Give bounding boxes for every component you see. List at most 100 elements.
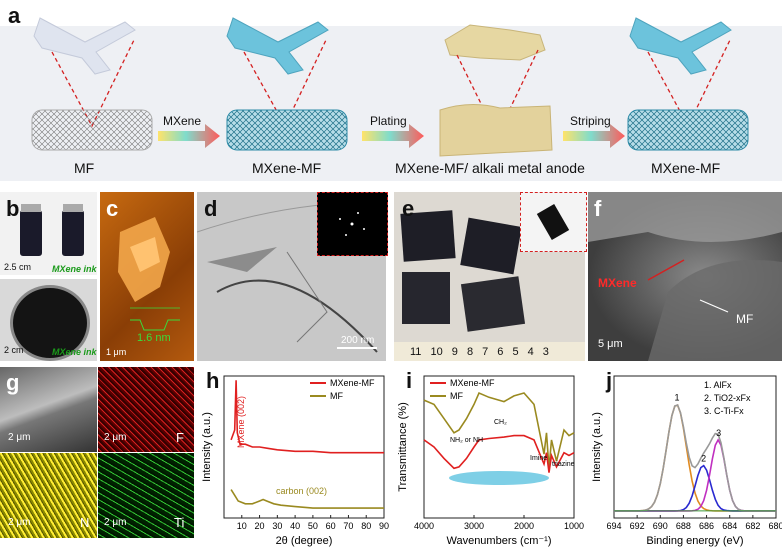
label-j: j — [606, 368, 613, 393]
x-tick-label: 1000 — [564, 521, 584, 531]
legend-item: 3. C-Ti-Fx — [704, 406, 744, 416]
stage-label-4: MXene-MF — [651, 160, 721, 176]
chart-h: 10 20 30 40 50 60 70 80 90 2θ (degree) Intensity (… — [201, 375, 389, 547]
x-tick-label: 686 — [699, 521, 714, 531]
tripod-4 — [629, 17, 732, 75]
chart-i: 4000 3000 2000 1000 Wavenumbers (cm⁻¹) Transm… — [397, 375, 584, 547]
series-mf — [230, 489, 384, 509]
peak-fit-1 — [614, 404, 776, 512]
legend-mxene-mf: MXene-MF — [330, 378, 375, 388]
y-axis-label: Intensity (a.u.) — [201, 412, 213, 482]
peak-label: 2 — [701, 453, 706, 463]
peak-label: 1 — [674, 392, 679, 402]
g-scale-3: 2 μm — [8, 517, 31, 528]
panel-b-top — [0, 192, 97, 275]
y-axis-label: Intensity (a.u.) — [591, 412, 603, 482]
e-ruler: 11 10 9 8 7 6 5 4 3 — [410, 346, 549, 358]
arrow-label-2: Plating — [370, 114, 407, 128]
tripod-1 — [33, 17, 136, 75]
x-tick-label: 60 — [326, 521, 336, 531]
legend-mf: MF — [450, 391, 463, 401]
x-tick-label: 90 — [379, 521, 389, 531]
chart-j: 694 692 690 688 686 684 682 680 Binding energy (… — [591, 375, 782, 547]
label-e: e — [402, 196, 415, 221]
label-b: b — [6, 196, 20, 221]
x-tick-label: 688 — [676, 521, 691, 531]
foam-anode — [439, 104, 553, 157]
x-tick-label: 680 — [768, 521, 782, 531]
g-map-f — [98, 367, 194, 452]
x-tick-label: 690 — [653, 521, 668, 531]
label-f: f — [594, 196, 602, 221]
series-mf — [423, 391, 575, 469]
x-axis-label: Wavenumbers (cm⁻¹) — [446, 535, 551, 547]
label-h: h — [206, 368, 220, 393]
f-mf: MF — [736, 312, 754, 326]
g-element-f: F — [176, 430, 184, 445]
annotation-imine: Imine — [530, 455, 547, 462]
x-tick-label: 30 — [272, 521, 282, 531]
label-a: a — [8, 3, 21, 28]
label-i: i — [406, 368, 413, 393]
foam-mf — [31, 109, 153, 151]
annotation-ch2: CH₂ — [494, 419, 507, 426]
legend-item: 2. TiO2-xFx — [704, 393, 751, 403]
x-tick-label: 20 — [255, 521, 265, 531]
x-tick-label: 2000 — [514, 521, 534, 531]
mxene-sheet — [449, 471, 549, 485]
x-tick-label: 50 — [308, 521, 318, 531]
c-scale: 1 μm — [106, 347, 127, 357]
annotation-nh: NH₂ or NH — [450, 437, 483, 444]
x-tick-label: 70 — [343, 521, 353, 531]
x-tick-label: 40 — [290, 521, 300, 531]
x-tick-label: 692 — [630, 521, 645, 531]
x-axis-label: 2θ (degree) — [276, 535, 333, 547]
tripod-2 — [226, 17, 329, 75]
panel-c-afm — [100, 192, 194, 361]
annotation-mxene-002: MXene (002) — [236, 396, 246, 448]
coated-blob — [444, 24, 546, 61]
f-mxene: MXene — [598, 276, 637, 290]
legend-mxene-mf: MXene-MF — [450, 378, 495, 388]
legend-item: 1. AlFx — [704, 380, 732, 390]
series-mxene-mf — [230, 380, 384, 454]
g-map-n — [0, 453, 97, 538]
arrow-2 — [362, 124, 424, 148]
x-tick-label: 4000 — [414, 521, 434, 531]
b-ink-1: MXene ink — [52, 264, 97, 274]
foam-mxene — [226, 109, 348, 151]
g-scale-4: 2 μm — [104, 517, 127, 528]
x-axis-label: Binding energy (eV) — [646, 535, 743, 547]
b-scale-1: 2.5 cm — [4, 262, 32, 272]
arrow-label-3: Striping — [570, 114, 611, 128]
g-scale-1: 2 μm — [8, 432, 31, 443]
plot-frame — [223, 375, 385, 519]
x-tick-label: 694 — [606, 521, 621, 531]
g-sem — [0, 367, 97, 452]
panel-d-tem — [196, 192, 388, 361]
peak-fit-2 — [614, 464, 776, 512]
peak-label: 3 — [716, 428, 721, 438]
panel-f-sem — [588, 192, 782, 361]
g-map-ti — [98, 453, 194, 538]
f-scale: 5 μm — [598, 338, 623, 350]
x-tick-label: 10 — [237, 521, 247, 531]
arrow-label-1: MXene — [163, 114, 202, 128]
g-scale-2: 2 μm — [104, 432, 127, 443]
x-tick-label: 682 — [745, 521, 760, 531]
stage-label-2: MXene-MF — [252, 160, 322, 176]
d-scale: 200 nm — [341, 335, 375, 346]
x-tick-label: 80 — [361, 521, 371, 531]
series-mxene-mf — [423, 434, 575, 473]
x-tick-label: 3000 — [464, 521, 484, 531]
c-height: 1.6 nm — [137, 332, 171, 344]
label-d: d — [204, 196, 218, 221]
label-g: g — [6, 370, 20, 395]
panel-b-bottom — [0, 279, 97, 361]
plot-frame — [613, 375, 777, 519]
plot-frame — [423, 375, 575, 519]
foam-mxene2 — [627, 109, 749, 151]
peak-fit-3 — [614, 438, 776, 512]
stage-label-3: MXene-MF/ alkali metal anode — [395, 160, 585, 176]
label-c: c — [106, 196, 119, 221]
